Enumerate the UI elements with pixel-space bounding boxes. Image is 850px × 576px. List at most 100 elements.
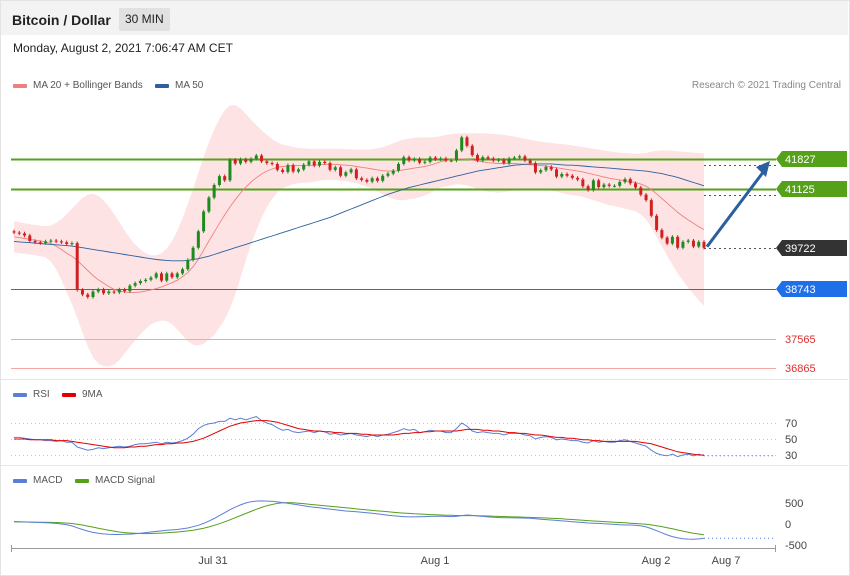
candle-body [117, 289, 121, 293]
legend-ma50-label: MA 50 [175, 80, 204, 91]
candle-body [191, 247, 195, 260]
candle-body [249, 158, 253, 162]
candle-body [238, 159, 242, 164]
candle-body [439, 158, 443, 160]
level-label-support: 36865 [785, 363, 816, 375]
candle-body [228, 159, 232, 181]
ma50-line [13, 163, 705, 262]
candle-body [91, 291, 95, 298]
candle-body [317, 161, 321, 166]
candle-body [365, 179, 369, 182]
candle-body [612, 185, 616, 187]
candle-body [59, 241, 63, 243]
candle-body [544, 166, 548, 171]
candle-body [449, 160, 453, 162]
instrument-title: Bitcoin / Dollar [12, 12, 111, 28]
candle-body [349, 169, 353, 173]
macd-signal-swatch [75, 478, 89, 483]
candle-body [286, 165, 290, 172]
candle-body [123, 289, 127, 292]
candle-body [307, 161, 311, 165]
credit-text: Research © 2021 Trading Central [691, 80, 841, 91]
candle-body [23, 233, 27, 236]
candle-body [217, 176, 221, 185]
candle-body [244, 159, 248, 162]
candle-body [655, 215, 659, 231]
macd-signal-line [14, 502, 705, 536]
candle-body [281, 169, 285, 172]
candle-body [270, 163, 274, 165]
level-tag-last [776, 240, 847, 256]
top-bar: Bitcoin / Dollar 30 MIN [1, 1, 848, 35]
rsi-tick-label: 50 [785, 434, 797, 446]
candle-body [476, 155, 480, 161]
candle-body [507, 158, 511, 164]
candle-body [112, 291, 116, 293]
candle-body [254, 155, 258, 159]
candle-body [381, 175, 385, 181]
legend-rsi-ma: 9MA [62, 389, 103, 400]
x-tick-label: Aug 7 [712, 555, 741, 567]
candle-body [428, 157, 432, 162]
level-label-last: 39722 [785, 243, 816, 255]
candle-body [528, 160, 532, 164]
candle-body [555, 169, 559, 177]
candle-body [665, 237, 669, 244]
timeframe-button[interactable]: 30 MIN [119, 8, 170, 31]
candle-body [460, 137, 464, 151]
candle-body [223, 176, 227, 181]
rsi-ma-swatch [62, 392, 76, 397]
candle-body [649, 200, 653, 216]
level-label-support: 37565 [785, 334, 816, 346]
candle-body [412, 158, 416, 161]
candle-body [70, 243, 74, 245]
rsi-tick-label: 70 [785, 418, 797, 430]
candle-body [670, 236, 674, 244]
macd-tick-label: 0 [785, 519, 791, 531]
candle-body [186, 259, 190, 270]
macd-swatch [13, 478, 27, 483]
candle-body [344, 172, 348, 176]
ma50-swatch [155, 83, 169, 88]
legend-rsi: RSI [13, 389, 50, 400]
candle-body [607, 184, 611, 186]
candle-body [576, 177, 580, 180]
candle-body [265, 161, 269, 164]
candle-body [597, 180, 601, 188]
candle-body [65, 242, 69, 244]
level-tag-resistance [776, 181, 847, 197]
level-tag-resistance [776, 151, 847, 167]
candle-body [407, 157, 411, 161]
candle-body [154, 273, 158, 278]
candle-body [323, 161, 327, 164]
panel-divider [1, 379, 848, 380]
timestamp: Monday, August 2, 2021 7:06:47 AM CET [13, 41, 233, 55]
candle-body [165, 273, 169, 281]
candle-body [339, 167, 343, 176]
rsi-9ma-line [14, 420, 704, 456]
x-tick-label: Aug 2 [642, 555, 671, 567]
candle-body [138, 281, 142, 284]
candle-body [207, 197, 211, 212]
rsi-line [14, 416, 705, 458]
candle-body [602, 184, 606, 188]
candle-body [291, 165, 295, 172]
candle-body [159, 273, 163, 281]
candle-body [80, 289, 84, 295]
rsi-tick-label: 30 [785, 450, 797, 462]
candle-body [102, 289, 106, 294]
candle-body [454, 150, 458, 161]
level-label-resistance: 41125 [785, 184, 815, 196]
candle-body [175, 273, 179, 278]
candle-body [702, 241, 706, 248]
x-tick-label: Aug 1 [421, 555, 450, 567]
candle-body [444, 158, 448, 161]
candle-body [202, 211, 206, 232]
candle-body [312, 161, 316, 166]
candle-body [486, 157, 490, 159]
candle-body [497, 159, 501, 161]
candle-body [212, 184, 216, 198]
candle-body [533, 163, 537, 173]
candle-body [86, 294, 90, 298]
